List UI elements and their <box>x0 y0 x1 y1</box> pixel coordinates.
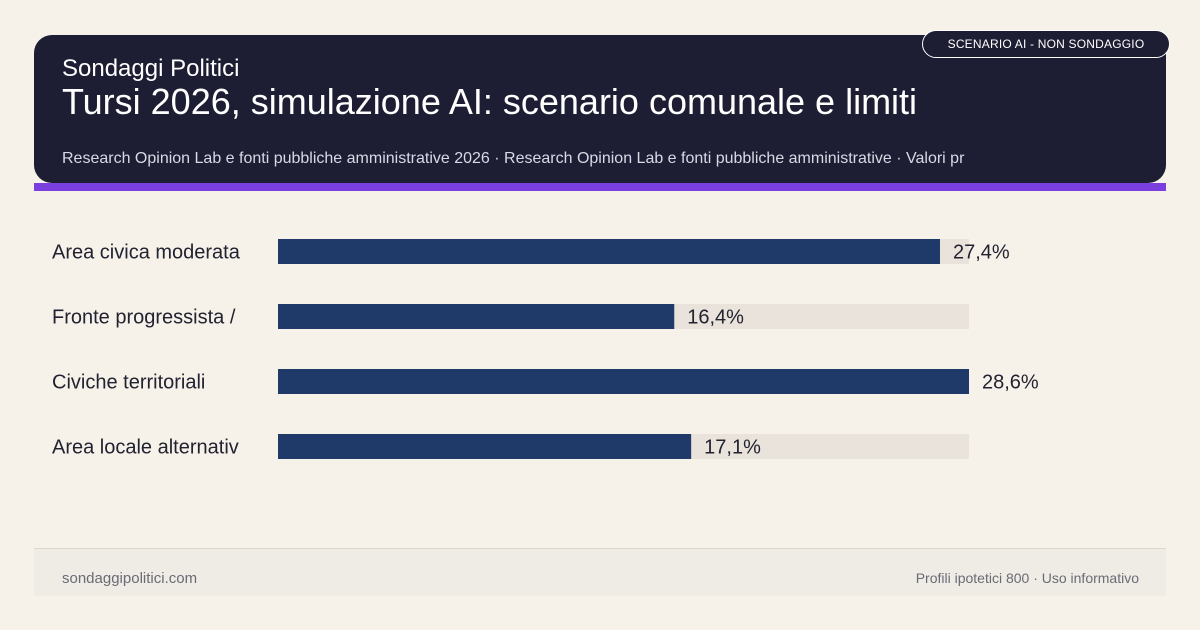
value-label: 16,4% <box>687 307 744 329</box>
value-label: 27,4% <box>953 242 1010 264</box>
bar <box>278 304 675 329</box>
value-label: 17,1% <box>704 437 761 459</box>
page-subtitle: Research Opinion Lab e fonti pubbliche a… <box>62 150 965 167</box>
footer: sondaggipolitici.com Profili ipotetici 8… <box>34 548 1166 596</box>
category-label: Civiche territoriali <box>52 372 205 394</box>
header-banner: Sondaggi Politici Tursi 2026, simulazion… <box>34 35 1166 183</box>
category-label: Area locale alternativ <box>52 437 239 459</box>
scenario-badge: SCENARIO AI - NON SONDAGGIO <box>922 30 1170 58</box>
footer-note: Profili ipotetici 800 · Uso informativo <box>915 570 1139 586</box>
value-label: 28,6% <box>982 372 1039 394</box>
bar <box>278 434 692 459</box>
site-name: Sondaggi Politici <box>62 55 240 82</box>
page-title: Tursi 2026, simulazione AI: scenario com… <box>62 81 918 122</box>
bar <box>278 369 969 394</box>
bar <box>278 239 941 264</box>
header-accent-line <box>34 183 1166 191</box>
category-label: Fronte progressista / <box>52 307 236 329</box>
category-label: Area civica moderata <box>52 242 241 264</box>
footer-site-link[interactable]: sondaggipolitici.com <box>62 570 198 587</box>
